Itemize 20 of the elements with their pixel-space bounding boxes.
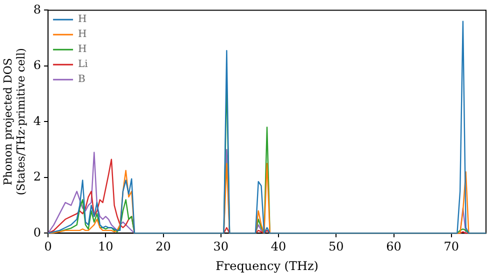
x-tick-label: 30 <box>213 240 229 254</box>
y-tick-label: 4 <box>33 114 42 128</box>
x-tick-label: 0 <box>44 240 52 254</box>
legend-label: H <box>78 44 88 56</box>
x-tick-label: 70 <box>444 240 460 254</box>
x-tick-label: 20 <box>156 240 171 254</box>
x-tick-label: 60 <box>386 240 402 254</box>
x-axis-title: Frequency (THz) <box>216 258 318 273</box>
y-tick-label: 2 <box>33 170 42 184</box>
legend-label: H <box>78 14 88 26</box>
y-tick-label: 8 <box>33 2 42 16</box>
y-axis-title: Phonon projected DOS (States/THz·primitive cell) <box>1 48 28 196</box>
legend-label: H <box>78 29 88 40</box>
y-tick-label: 6 <box>33 58 42 72</box>
legend-label: B <box>78 74 86 86</box>
x-tick-label: 40 <box>270 240 286 254</box>
x-tick-label: 50 <box>328 240 344 254</box>
x-tick-label: 10 <box>98 240 114 254</box>
y-tick-label: 0 <box>33 225 42 240</box>
legend-label: Li <box>78 59 88 70</box>
